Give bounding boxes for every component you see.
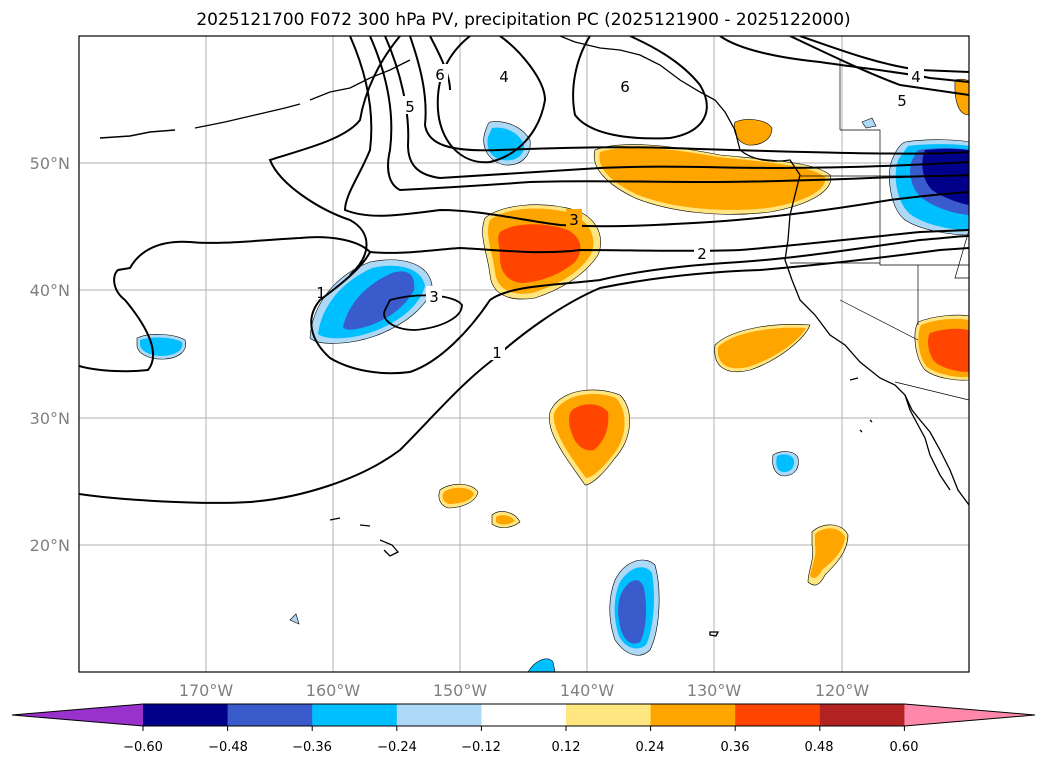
colorbar-segment [143, 704, 229, 726]
map-title: 2025121700 F072 300 hPa PV, precipitatio… [196, 10, 851, 30]
colorbar-tick-label: 0.36 [721, 740, 750, 755]
lon-label: 150°W [433, 681, 488, 700]
lon-label: 170°W [179, 681, 234, 700]
contour-label: 3 [569, 211, 579, 229]
contour-label: 1 [492, 344, 502, 362]
coastlines [99, 36, 969, 637]
colorbar-segment [735, 704, 821, 726]
colorbar-tick-label: −0.60 [123, 740, 163, 755]
contour-label: 2 [697, 245, 707, 263]
lat-labels: 50°N 40°N 30°N 20°N [30, 154, 70, 555]
pv-contour-1 [79, 235, 969, 375]
lon-label: 130°W [687, 681, 742, 700]
contour-label: 6 [620, 78, 630, 96]
colorbar-segment [819, 704, 905, 726]
lon-label: 140°W [560, 681, 615, 700]
colorbar-extend-max [904, 704, 1035, 726]
pv-contour-3 [343, 36, 969, 228]
colorbar-segment [312, 704, 398, 726]
colorbar-extend-min [12, 704, 143, 726]
contour-label: 1 [316, 284, 326, 302]
colorbar-segment [481, 704, 567, 726]
colorbar-segment [566, 704, 652, 726]
lon-labels: 170°W 160°W 150°W 140°W 130°W 120°W [179, 681, 870, 700]
contour-labels: 1 2 3 3 4 4 5 5 6 6 1 [316, 64, 924, 362]
contour-label: 6 [435, 66, 445, 84]
colorbar-tick-label: 0.60 [890, 740, 919, 755]
lat-label: 50°N [30, 154, 70, 173]
contour-label: 5 [897, 92, 907, 110]
contour-label: 5 [405, 98, 415, 116]
pv-contour-5 [384, 36, 969, 180]
lat-label: 30°N [30, 409, 70, 428]
colorbar-segment [396, 704, 482, 726]
map-frame [78, 35, 970, 673]
lon-label: 120°W [815, 681, 870, 700]
colorbar-segment [227, 704, 313, 726]
colorbar-tick-label: 0.12 [552, 740, 581, 755]
colorbar-tick-label: −0.12 [461, 740, 501, 755]
colorbar-tick-label: −0.36 [292, 740, 332, 755]
contour-label: 4 [911, 68, 921, 86]
contour-label: 4 [499, 68, 509, 86]
lat-label: 40°N [30, 281, 70, 300]
lon-label: 160°W [306, 681, 361, 700]
contour-label: 3 [429, 288, 439, 306]
colorbar-segments [11, 703, 1036, 727]
lat-label: 20°N [30, 536, 70, 555]
colorbar-tick-label: 0.24 [636, 740, 665, 755]
pv-contour-4 [369, 36, 969, 192]
colorbar-tick-labels: −0.60 −0.48 −0.36 −0.24 −0.12 0.12 0.24 … [123, 740, 918, 755]
colorbar-segment [650, 704, 736, 726]
colorbar-ticks [142, 726, 905, 731]
pv-contour-2 [268, 36, 969, 276]
neg-anomaly-bottom [527, 658, 556, 672]
colorbar-tick-label: −0.24 [377, 740, 417, 755]
colorbar-tick-label: 0.48 [805, 740, 834, 755]
colorbar-tick-label: −0.48 [208, 740, 248, 755]
